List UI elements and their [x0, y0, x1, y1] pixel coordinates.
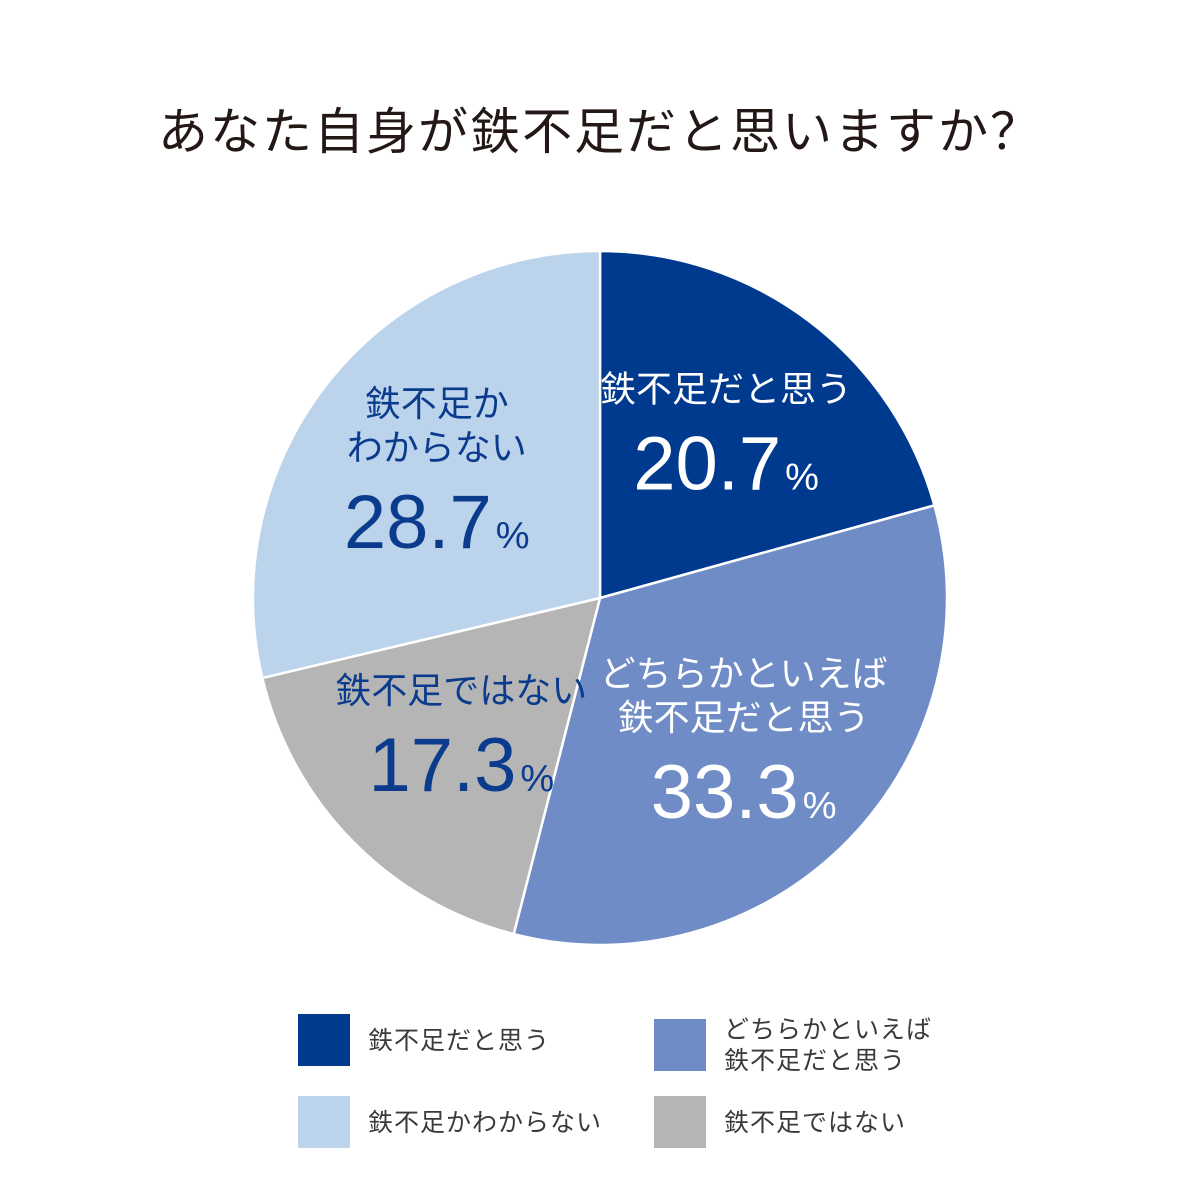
legend-label: 鉄不足かわからない	[368, 1107, 603, 1137]
pie-slice	[512, 503, 949, 947]
slice-value-label: 17.3%	[368, 723, 554, 808]
pie-slice	[260, 596, 602, 936]
legend-swatch	[298, 1096, 350, 1148]
legend: 鉄不足だと思う どちらかといえば 鉄不足だと思う 鉄不足かわからない 鉄不足では…	[298, 1010, 1018, 1160]
chart-title: あなた自身が鉄不足だと思いますか？	[158, 103, 1042, 161]
legend-label: 鉄不足ではない	[724, 1107, 907, 1137]
legend-item: 鉄不足だと思う	[298, 1014, 550, 1066]
slice-label: わからない	[347, 428, 527, 469]
legend-item: 鉄不足かわからない	[298, 1096, 602, 1148]
slice-label: 鉄不足ではない	[335, 671, 587, 712]
legend-item: どちらかといえば 鉄不足だと思う	[654, 1014, 932, 1076]
slice-label: 鉄不足だと思う	[600, 369, 852, 410]
legend-swatch	[654, 1019, 706, 1071]
slice-value-label: 20.7%	[633, 421, 819, 506]
pie-slice	[598, 249, 936, 600]
legend-item: 鉄不足ではない	[654, 1096, 906, 1148]
legend-label: どちらかといえば 鉄不足だと思う	[724, 1015, 933, 1075]
slice-value-label: 28.7%	[344, 480, 530, 565]
pie-slice	[251, 249, 602, 680]
legend-swatch	[298, 1014, 350, 1066]
slice-label: どちらかといえば	[600, 654, 888, 695]
slice-value-label: 33.3%	[651, 750, 837, 835]
legend-swatch	[654, 1096, 706, 1148]
legend-label: 鉄不足だと思う	[368, 1025, 551, 1055]
slice-label: 鉄不足だと思う	[618, 698, 870, 739]
slice-label: 鉄不足か	[365, 384, 509, 425]
